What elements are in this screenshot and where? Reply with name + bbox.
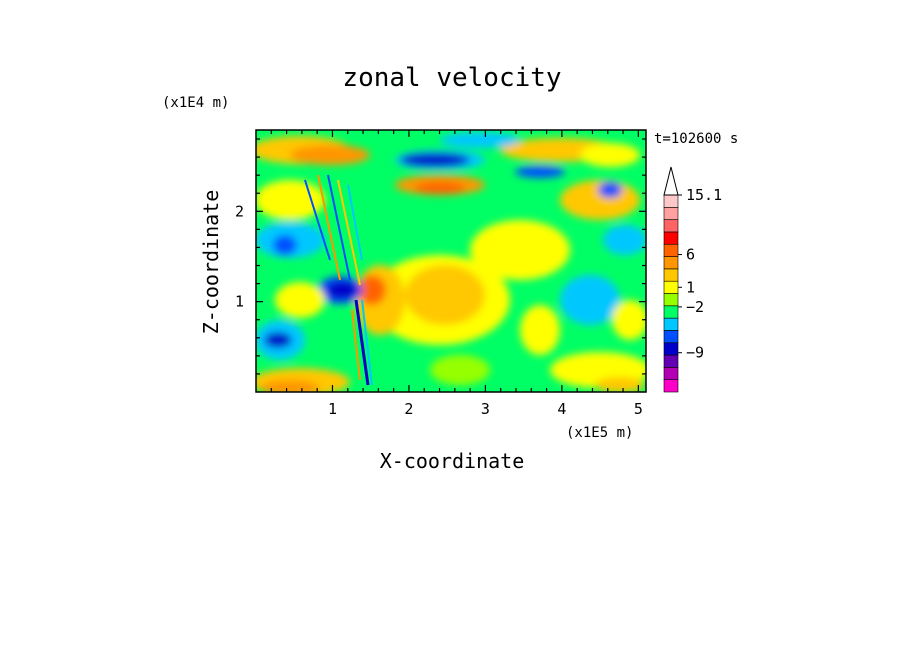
- colorbar-swatch: [663, 243, 679, 257]
- colorbar-swatch: [663, 317, 679, 331]
- y-unit-label: (x1E4 m): [162, 95, 229, 111]
- colorbar-swatch: [663, 342, 679, 356]
- colorbar-swatch: [663, 280, 679, 294]
- colorbar-label: 6: [686, 246, 695, 264]
- axis-tick-labels: 1 2 3 4 5 1 2: [235, 202, 643, 418]
- colorbar-label: 1: [686, 278, 695, 296]
- y-tick-label: 2: [235, 202, 244, 220]
- colorbar: 15.1 6 1 −2 −9: [663, 166, 722, 393]
- colorbar-label: −2: [686, 298, 704, 316]
- colorbar-swatch: [663, 379, 679, 393]
- colorbar-swatch: [663, 293, 679, 307]
- colorbar-label: 15.1: [686, 186, 722, 204]
- chart-title: zonal velocity: [342, 63, 561, 93]
- x-tick-label: 4: [557, 400, 566, 418]
- colorbar-extend-arrow: [663, 166, 679, 196]
- colorbar-swatch: [663, 268, 679, 282]
- y-axis-label: Z-coordinate: [199, 190, 223, 335]
- colorbar-swatch: [663, 256, 679, 270]
- y-tick-label: 1: [235, 293, 244, 311]
- colorbar-label: −9: [686, 344, 704, 362]
- x-unit-label: (x1E5 m): [566, 425, 633, 441]
- colorbar-swatch: [663, 367, 679, 380]
- x-axis-label: X-coordinate: [380, 449, 525, 473]
- colorbar-swatch: [663, 207, 679, 220]
- plot-frame: [255, 129, 647, 393]
- x-tick-label: 5: [634, 400, 643, 418]
- colorbar-swatch: [663, 194, 679, 208]
- colorbar-swatch: [663, 231, 679, 245]
- colorbar-swatch: [663, 219, 679, 233]
- time-label: t=102600 s: [654, 131, 738, 147]
- x-tick-label: 3: [481, 400, 490, 418]
- colorbar-swatch: [663, 305, 679, 319]
- contour-field: [256, 130, 646, 392]
- x-tick-label: 2: [404, 400, 413, 418]
- x-tick-label: 1: [328, 400, 337, 418]
- colorbar-swatch: [663, 354, 679, 368]
- colorbar-swatch: [663, 330, 679, 344]
- axis-ticks: [256, 130, 646, 392]
